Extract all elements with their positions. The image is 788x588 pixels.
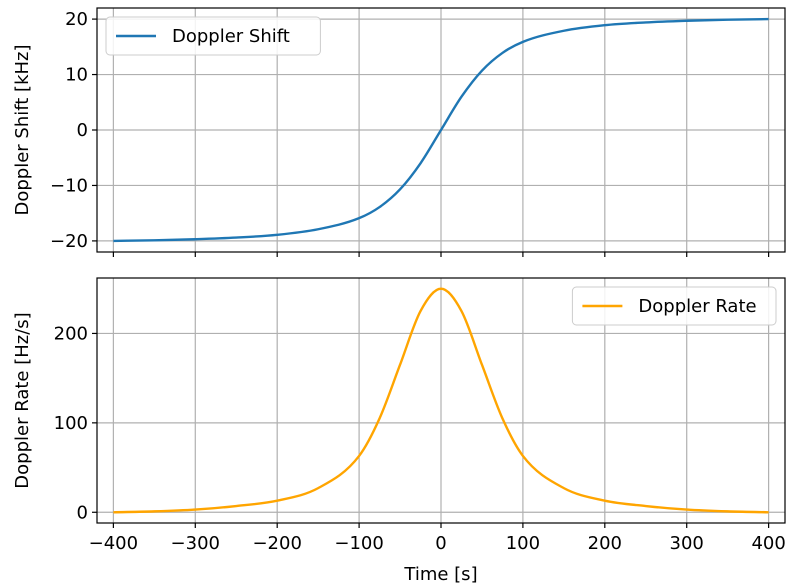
series-line — [113, 287, 769, 514]
y-tick-label: 100 — [54, 413, 88, 434]
legend-label: Doppler Rate — [638, 296, 756, 317]
doppler-shift-panel: −20 −10 0 10 20 Doppler Shift [kHz] Doppler Sh… — [12, 7, 786, 257]
x-tick-label: −200 — [252, 533, 301, 554]
x-tick-label: 200 — [588, 533, 622, 554]
x-axis-label: Time [s] — [403, 564, 477, 585]
x-tick-label: 300 — [670, 533, 704, 554]
y-tick-label: 200 — [54, 323, 88, 344]
x-tick-label: 0 — [435, 533, 446, 554]
legend: Doppler Rate — [571, 286, 777, 326]
x-tick-label: −400 — [89, 533, 138, 554]
x-tick-label: 100 — [506, 533, 540, 554]
legend-box — [105, 16, 321, 56]
legend: Doppler Shift — [105, 16, 321, 56]
legend-label: Doppler Shift — [172, 26, 290, 47]
x-tick-label: −300 — [171, 533, 220, 554]
y-tick-label: 10 — [65, 65, 88, 86]
y-tick-label: −20 — [50, 231, 88, 252]
y-tick-label: 0 — [77, 502, 88, 523]
x-tick-label: 400 — [751, 533, 785, 554]
x-tick-label: −100 — [334, 533, 383, 554]
y-tick-label: 0 — [77, 120, 88, 141]
y-tick-label: −10 — [50, 175, 88, 196]
y-axis-label: Doppler Shift [kHz] — [12, 44, 33, 215]
doppler-rate-panel: −400 −300 −200 −100 0 100 200 300 400 0 100 200 Dopp… — [12, 277, 786, 585]
series-line — [113, 17, 769, 243]
y-axis-label: Doppler Rate [Hz/s] — [12, 312, 33, 488]
y-tick-label: 20 — [65, 9, 88, 30]
legend-box — [571, 286, 777, 326]
